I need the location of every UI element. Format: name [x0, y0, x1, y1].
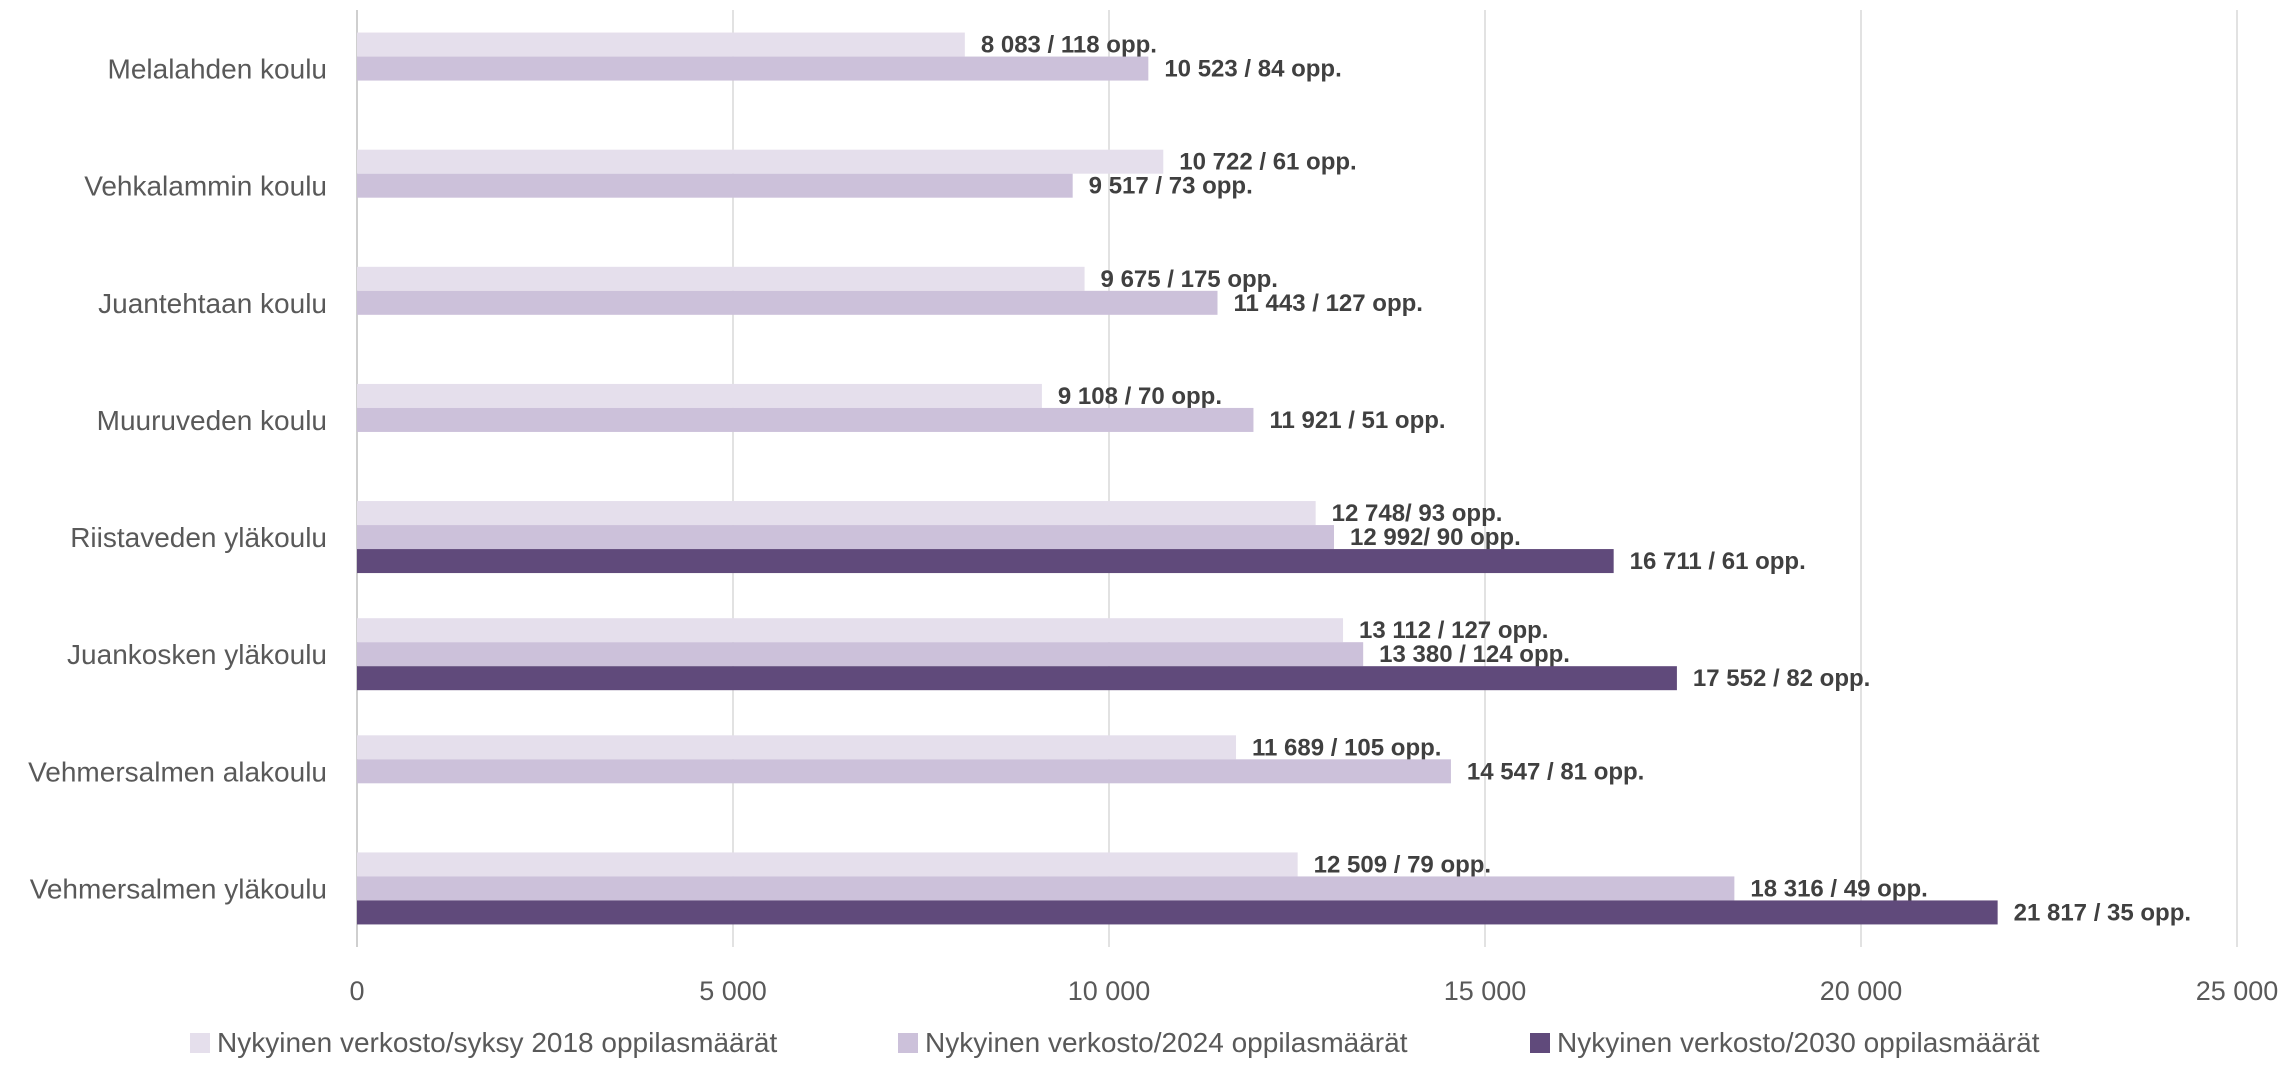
legend-label: Nykyinen verkosto/2024 oppilasmäärät [925, 1027, 1408, 1058]
x-tick-label: 10 000 [1068, 976, 1151, 1006]
legend-swatch [1530, 1033, 1550, 1053]
data-label: 13 380 / 124 opp. [1379, 641, 1570, 668]
bar [357, 56, 1149, 81]
bar [357, 549, 1614, 574]
bar [357, 759, 1451, 784]
legend-label: Nykyinen verkosto/2030 oppilasmäärät [1557, 1027, 2040, 1058]
x-tick-label: 5 000 [699, 976, 767, 1006]
x-tick-label: 0 [349, 976, 364, 1006]
data-label: 17 552 / 82 opp. [1693, 665, 1870, 692]
legend-swatch [190, 1033, 210, 1053]
bar [357, 32, 965, 57]
legend-swatch [898, 1033, 918, 1053]
data-label: 13 112 / 127 opp. [1359, 617, 1548, 644]
category-label: Vehkalammin koulu [84, 171, 327, 202]
data-label: 10 523 / 84 opp. [1164, 56, 1341, 83]
bar [357, 501, 1316, 526]
data-label: 9 675 / 175 opp. [1101, 266, 1278, 293]
x-tick-label: 20 000 [1820, 976, 1903, 1006]
data-label: 12 509 / 79 opp. [1314, 851, 1491, 878]
x-tick-label: 15 000 [1444, 976, 1527, 1006]
data-label: 10 722 / 61 opp. [1179, 149, 1356, 176]
category-label: Muuruveden koulu [97, 405, 327, 436]
bar [357, 618, 1344, 643]
category-label: Juankosken yläkoulu [67, 639, 327, 670]
bar [357, 383, 1042, 408]
data-label: 16 711 / 61 opp. [1630, 548, 1806, 575]
category-label: Vehmersalmen alakoulu [28, 756, 327, 787]
data-label: 9 517 / 73 opp. [1089, 173, 1253, 200]
bar [357, 525, 1334, 550]
data-label: 14 547 / 81 opp. [1467, 758, 1644, 785]
data-label: 9 108 / 70 opp. [1058, 383, 1222, 410]
bar [357, 642, 1364, 667]
bar [357, 290, 1218, 315]
category-label: Vehmersalmen yläkoulu [30, 873, 327, 904]
bar [357, 173, 1073, 198]
data-label: 18 316 / 49 opp. [1750, 875, 1927, 902]
data-label: 21 817 / 35 opp. [2014, 899, 2191, 926]
bar [357, 900, 1998, 925]
bar [357, 876, 1735, 901]
x-tick-label: 25 000 [2196, 976, 2279, 1006]
data-label: 11 689 / 105 opp. [1252, 734, 1441, 761]
bar [357, 149, 1164, 174]
data-label: 8 083 / 118 opp. [981, 32, 1157, 59]
bar [357, 266, 1085, 291]
category-label: Riistaveden yläkoulu [70, 522, 327, 553]
data-label: 12 748/ 93 opp. [1332, 500, 1503, 527]
data-label: 11 921 / 51 opp. [1269, 407, 1445, 434]
bar [357, 735, 1237, 760]
legend-label: Nykyinen verkosto/syksy 2018 oppilasmäär… [217, 1027, 777, 1058]
data-label: 12 992/ 90 opp. [1350, 524, 1521, 551]
data-label: 11 443 / 127 opp. [1234, 290, 1423, 317]
category-label: Melalahden koulu [108, 54, 328, 85]
bar [357, 666, 1677, 691]
category-label: Juantehtaan koulu [98, 288, 327, 319]
bar [357, 852, 1298, 877]
bar [357, 407, 1254, 432]
